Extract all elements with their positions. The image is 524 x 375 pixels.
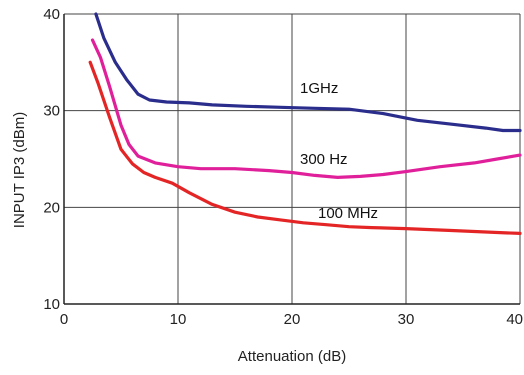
series-line-100-mhz	[88, 60, 522, 235]
y-tick-label: 20	[43, 199, 60, 216]
x-tick-label: 30	[398, 311, 415, 328]
x-tick-label: 10	[170, 311, 187, 328]
grid-lines	[64, 13, 521, 304]
x-axis-title: Attenuation (dB)	[238, 348, 346, 365]
series-line-1ghz	[94, 12, 522, 133]
series-label-300-hz: 300 Hz	[300, 151, 348, 168]
y-tick-label: 10	[43, 296, 60, 313]
series-label-1ghz: 1GHz	[300, 80, 338, 97]
x-tick-label: 0	[60, 311, 68, 328]
x-tick-label: 40	[506, 311, 523, 328]
series-labels: 1GHz 300 Hz 100 MHz	[300, 80, 378, 222]
x-tick-label: 20	[284, 311, 301, 328]
series-label-100-mhz: 100 MHz	[318, 205, 378, 222]
axes	[63, 14, 520, 305]
series-lines	[88, 12, 522, 235]
series-line-300-hz	[90, 38, 522, 179]
y-tick-label: 30	[43, 103, 60, 120]
y-axis-title: INPUT IP3 (dBm)	[11, 112, 28, 228]
y-tick-label: 40	[43, 6, 60, 23]
